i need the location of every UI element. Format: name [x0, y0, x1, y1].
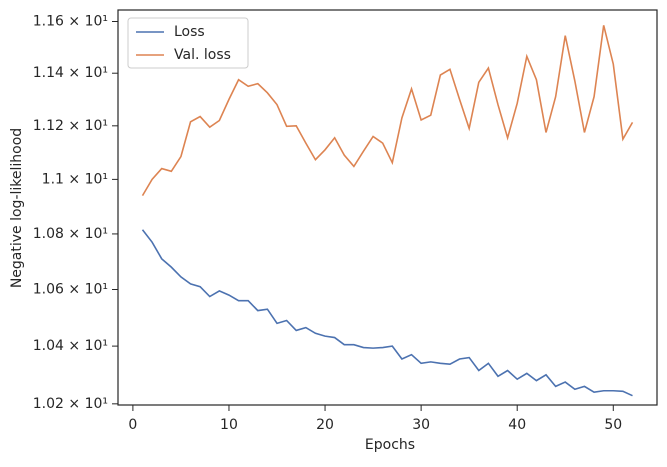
y-tick-label: 1.12 × 10¹ [33, 118, 108, 134]
y-tick-label: 1.04 × 10¹ [33, 338, 108, 354]
y-tick-label: 1.06 × 10¹ [33, 281, 108, 297]
y-tick-label: 1.14 × 10¹ [33, 65, 108, 81]
x-tick-label: 50 [604, 417, 622, 433]
x-tick-label: 40 [508, 417, 526, 433]
x-tick-label: 20 [316, 417, 334, 433]
y-tick-label: 1.08 × 10¹ [33, 226, 108, 242]
legend-label: Loss [174, 24, 205, 40]
y-tick-label: 1.1 × 10¹ [42, 171, 108, 187]
y-tick-label: 1.16 × 10¹ [33, 14, 108, 30]
plot-frame [117, 9, 658, 406]
y-tick-label: 1.02 × 10¹ [33, 396, 108, 412]
series-line [141, 229, 633, 397]
x-axis-label: Epochs [365, 437, 415, 453]
legend-label: Val. loss [174, 47, 231, 63]
x-tick-label: 10 [220, 417, 238, 433]
y-axis-label: Negative log-likelihood [9, 128, 25, 288]
series-line [141, 25, 634, 197]
x-tick-label: 0 [128, 417, 137, 433]
x-tick-label: 30 [412, 417, 430, 433]
